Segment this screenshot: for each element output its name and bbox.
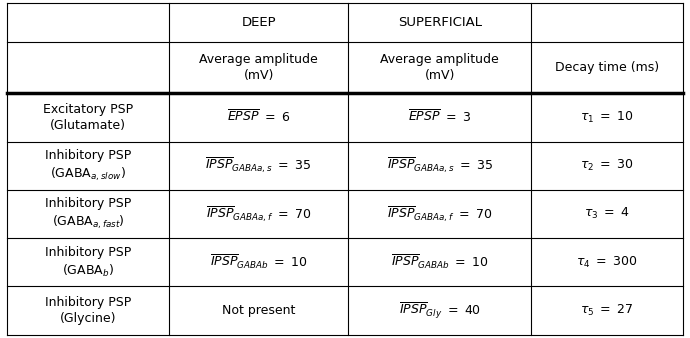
Text: $\overline{IPSP}_{GABAb}$$\ =\ 10$: $\overline{IPSP}_{GABAb}$$\ =\ 10$ <box>210 253 308 271</box>
Text: $\overline{IPSP}_{GABAa,s}$$\ =\ 35$: $\overline{IPSP}_{GABAa,s}$$\ =\ 35$ <box>386 156 493 175</box>
Text: $\tau_4$$\ =\ $300: $\tau_4$$\ =\ $300 <box>576 255 638 270</box>
Text: Inhibitory PSP
(Glycine): Inhibitory PSP (Glycine) <box>45 296 131 325</box>
Text: $\tau_5$$\ =\ $27: $\tau_5$$\ =\ $27 <box>580 303 634 318</box>
Text: DEEP: DEEP <box>241 16 276 29</box>
Text: Not present: Not present <box>222 304 295 317</box>
Text: $\overline{EPSP}$$\ =\ 6$: $\overline{EPSP}$$\ =\ 6$ <box>227 110 290 125</box>
Text: $\tau_1$$\ =\ $10: $\tau_1$$\ =\ $10 <box>580 110 634 125</box>
Text: $\overline{IPSP}_{GABAa,f}$$\ =\ 70$: $\overline{IPSP}_{GABAa,f}$$\ =\ 70$ <box>206 204 311 224</box>
Text: $\overline{IPSP}_{GABAa,s}$$\ =\ 35$: $\overline{IPSP}_{GABAa,s}$$\ =\ 35$ <box>206 156 312 175</box>
Text: $\overline{EPSP}$$\ =\ 3$: $\overline{EPSP}$$\ =\ 3$ <box>408 110 471 125</box>
Text: Excitatory PSP
(Glutamate): Excitatory PSP (Glutamate) <box>43 103 133 132</box>
Text: $\tau_2$$\ =\ $30: $\tau_2$$\ =\ $30 <box>580 158 634 173</box>
Text: SUPERFICIAL: SUPERFICIAL <box>398 16 482 29</box>
Text: $\overline{IPSP}_{Gly}$$\ =\ 40$: $\overline{IPSP}_{Gly}$$\ =\ 40$ <box>399 300 481 320</box>
Text: $\overline{IPSP}_{GABAa,f}$$\ =\ 70$: $\overline{IPSP}_{GABAa,f}$$\ =\ 70$ <box>387 204 493 224</box>
Text: $\tau_3$$\ =\ $4: $\tau_3$$\ =\ $4 <box>584 207 630 221</box>
Text: Decay time (ms): Decay time (ms) <box>555 61 659 74</box>
Text: $\overline{IPSP}_{GABAb}$$\ =\ 10$: $\overline{IPSP}_{GABAb}$$\ =\ 10$ <box>391 253 489 271</box>
Text: Inhibitory PSP
(GABA$_{a, fast}$): Inhibitory PSP (GABA$_{a, fast}$) <box>45 197 131 231</box>
Text: Average amplitude
(mV): Average amplitude (mV) <box>199 53 318 82</box>
Text: Inhibitory PSP
(GABA$_{a, slow}$): Inhibitory PSP (GABA$_{a, slow}$) <box>45 149 131 183</box>
Text: Average amplitude
(mV): Average amplitude (mV) <box>380 53 500 82</box>
Text: Inhibitory PSP
(GABA$_b$): Inhibitory PSP (GABA$_b$) <box>45 246 131 279</box>
